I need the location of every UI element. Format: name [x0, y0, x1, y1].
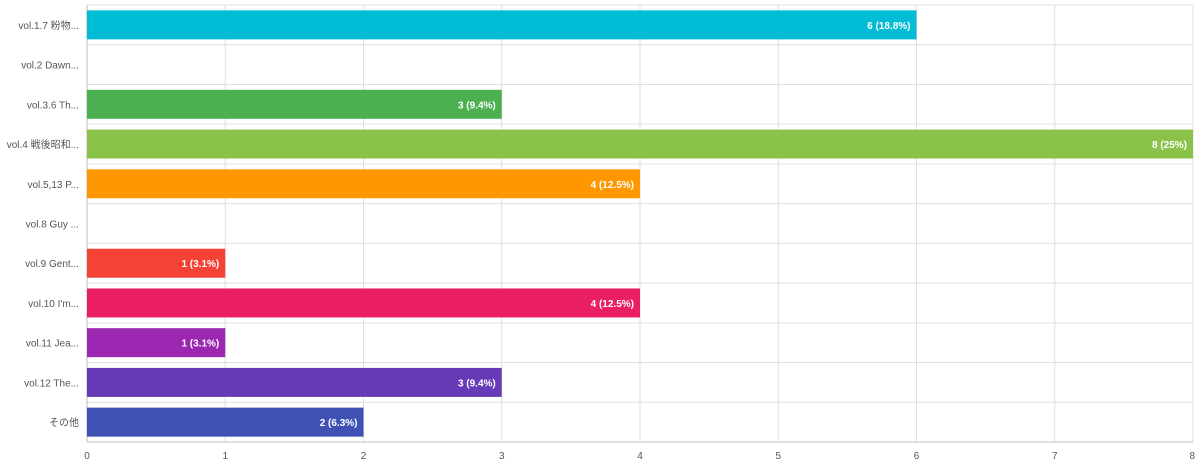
bar	[87, 10, 917, 40]
grid	[86, 4, 1194, 443]
x-tick-label: 1	[222, 451, 228, 462]
category-label: vol.3.6 Th...	[27, 100, 79, 111]
category-label: vol.11 Jea...	[26, 339, 79, 350]
x-tick-label: 6	[914, 451, 920, 462]
x-tick-label: 7	[1052, 451, 1058, 462]
category-labels: vol.1.7 粉物... vol.2 Dawn... vol.3.6 Th... v…	[7, 19, 79, 429]
category-label: vol.4 戦後昭和...	[7, 138, 79, 151]
bar-data-label: 2 (6.3%)	[320, 418, 358, 429]
x-tick-label: 4	[637, 451, 643, 462]
bar-data-label: 6 (18.8%)	[867, 21, 910, 32]
bars: 6 (18.8%) 3 (9.4%) 8 (25%) 4 (12.5%) 1 (3.1%…	[87, 10, 1193, 437]
x-tick-label: 3	[499, 451, 505, 462]
x-tick-label: 8	[1189, 451, 1195, 462]
bar-data-label: 4 (12.5%)	[591, 180, 634, 191]
category-label: vol.10 I'm...	[28, 299, 79, 310]
category-label: その他	[49, 416, 79, 429]
bar	[87, 328, 226, 358]
bar-data-label: 4 (12.5%)	[591, 299, 634, 310]
category-label: vol.5,13 P...	[27, 180, 79, 191]
bar	[87, 169, 640, 199]
category-label: vol.12 The...	[24, 378, 79, 389]
category-label: vol.9 Gent...	[25, 259, 79, 270]
bar	[87, 288, 640, 318]
category-label: vol.2 Dawn...	[21, 61, 79, 72]
bar	[87, 129, 1193, 159]
x-tick-label: 0	[84, 451, 90, 462]
bar	[87, 367, 502, 397]
bar-data-label: 1 (3.1%)	[181, 339, 219, 350]
x-tick-label: 2	[361, 451, 367, 462]
bar-data-label: 3 (9.4%)	[458, 378, 496, 389]
bar	[87, 248, 226, 278]
category-label: vol.8 Guy ...	[26, 220, 79, 231]
bar-data-label: 8 (25%)	[1152, 140, 1187, 151]
x-axis-ticks: 0 1 2 3 4 5 6 7 8	[84, 451, 1195, 462]
x-tick-label: 5	[775, 451, 781, 462]
category-label: vol.1.7 粉物...	[18, 19, 79, 32]
bar-data-label: 3 (9.4%)	[458, 100, 496, 111]
bar	[87, 89, 502, 119]
bar	[87, 407, 364, 437]
bar-data-label: 1 (3.1%)	[181, 259, 219, 270]
